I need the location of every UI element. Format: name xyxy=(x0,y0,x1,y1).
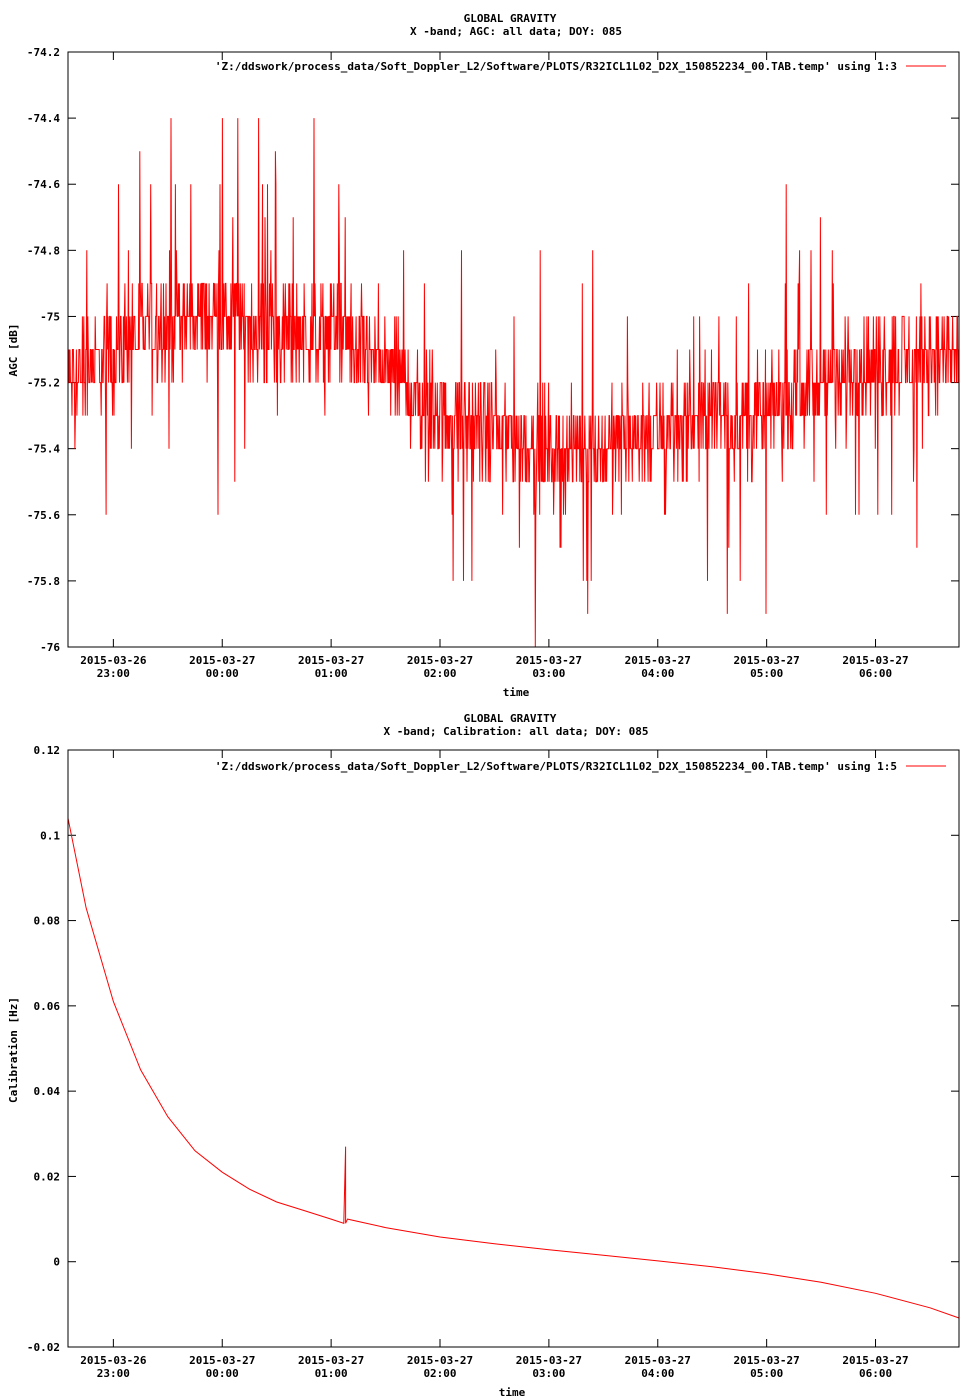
x-tick-label-date: 2015-03-27 xyxy=(189,1354,255,1367)
series-line xyxy=(68,118,960,648)
y-tick-label: 0.06 xyxy=(34,1000,61,1013)
x-tick-label-date: 2015-03-27 xyxy=(734,1354,800,1367)
calibration-chart: GLOBAL GRAVITY X -band; Calibration: all… xyxy=(7,712,960,1399)
y-tick-label: -74.8 xyxy=(27,244,60,257)
plot-frame xyxy=(67,51,960,648)
x-tick-label-time: 04:00 xyxy=(641,667,674,680)
y-tick-label: 0.02 xyxy=(34,1170,61,1183)
axis-ticks: -74.2 -74.4 -74.6 -74.8 -75 -75.2 -75.4 -75.6 -7… xyxy=(27,46,959,680)
y-tick-label: -74.2 xyxy=(27,46,60,59)
agc-chart: GLOBAL GRAVITY X -band; AGC: all data; D… xyxy=(7,12,960,699)
series-path xyxy=(68,118,960,648)
x-tick-label-time: 06:00 xyxy=(859,667,892,680)
chart-title: GLOBAL GRAVITY xyxy=(464,712,557,725)
y-axis-label: AGC [dB] xyxy=(7,324,20,377)
chart-subtitle: X -band; AGC: all data; DOY: 085 xyxy=(410,25,622,38)
x-tick-label-date: 2015-03-27 xyxy=(516,654,582,667)
y-tick-label: -75.8 xyxy=(27,575,60,588)
x-tick-label-time: 02:00 xyxy=(423,1367,456,1380)
legend-label: 'Z:/ddswork/process_data/Soft_Doppler_L2… xyxy=(215,60,897,73)
x-tick-label-time: 01:00 xyxy=(315,1367,348,1380)
x-tick-label-date: 2015-03-27 xyxy=(407,654,473,667)
series-path xyxy=(67,818,960,1319)
x-tick-label-date: 2015-03-27 xyxy=(842,654,908,667)
x-tick-label-date: 2015-03-27 xyxy=(189,654,255,667)
x-tick-label-time: 23:00 xyxy=(97,667,130,680)
x-tick-label-time: 05:00 xyxy=(750,667,783,680)
x-tick-label-date: 2015-03-27 xyxy=(298,654,364,667)
x-axis-label: time xyxy=(499,1386,526,1399)
x-tick-label-date: 2015-03-27 xyxy=(842,1354,908,1367)
y-tick-label: -75.6 xyxy=(27,509,60,522)
x-tick-label-date: 2015-03-27 xyxy=(407,1354,473,1367)
y-tick-label: 0 xyxy=(53,1256,60,1269)
y-tick-label: -75.2 xyxy=(27,377,60,390)
series-line xyxy=(67,818,960,1319)
y-tick-label: -75.4 xyxy=(27,443,60,456)
x-axis-label: time xyxy=(503,686,530,699)
y-tick-label: 0.08 xyxy=(34,915,61,928)
x-tick-label-time: 00:00 xyxy=(206,667,239,680)
x-tick-label-date: 2015-03-27 xyxy=(298,1354,364,1367)
legend-label: 'Z:/ddswork/process_data/Soft_Doppler_L2… xyxy=(215,760,897,773)
y-tick-label: 0.12 xyxy=(34,744,61,757)
x-tick-label-time: 03:00 xyxy=(532,1367,565,1380)
axis-ticks: 0.120.10.080.060.040.020-0.022015-03-262… xyxy=(27,744,959,1380)
x-tick-label-date: 2015-03-27 xyxy=(734,654,800,667)
x-tick-label-date: 2015-03-27 xyxy=(625,654,691,667)
x-tick-label-time: 06:00 xyxy=(859,1367,892,1380)
x-tick-label-time: 04:00 xyxy=(641,1367,674,1380)
y-tick-label: 0.1 xyxy=(40,829,60,842)
plot-frame xyxy=(67,749,960,1348)
x-tick-label-time: 03:00 xyxy=(532,667,565,680)
y-tick-label: 0.04 xyxy=(34,1085,61,1098)
chart-subtitle: X -band; Calibration: all data; DOY: 085 xyxy=(384,725,649,738)
x-tick-label-date: 2015-03-26 xyxy=(80,654,147,667)
x-tick-label-time: 01:00 xyxy=(315,667,348,680)
y-tick-label: -76 xyxy=(40,641,60,654)
chart-title: GLOBAL GRAVITY xyxy=(464,12,557,25)
y-tick-label: -0.02 xyxy=(27,1341,60,1354)
x-tick-label-date: 2015-03-26 xyxy=(80,1354,147,1367)
x-tick-label-time: 05:00 xyxy=(750,1367,783,1380)
x-tick-label-date: 2015-03-27 xyxy=(625,1354,691,1367)
x-tick-label-time: 00:00 xyxy=(206,1367,239,1380)
x-tick-label-time: 23:00 xyxy=(97,1367,130,1380)
y-tick-label: -74.6 xyxy=(27,178,60,191)
y-tick-label: -75 xyxy=(40,310,60,323)
y-axis-label: Calibration [Hz] xyxy=(7,997,20,1103)
y-tick-label: -74.4 xyxy=(27,112,60,125)
x-tick-label-time: 02:00 xyxy=(423,667,456,680)
x-tick-label-date: 2015-03-27 xyxy=(516,1354,582,1367)
